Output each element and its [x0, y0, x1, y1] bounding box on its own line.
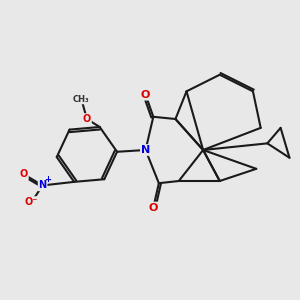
Text: O: O	[83, 114, 91, 124]
Text: O: O	[20, 169, 28, 179]
Text: O: O	[148, 202, 158, 213]
Text: O⁻: O⁻	[25, 197, 38, 207]
Text: CH₃: CH₃	[73, 94, 90, 103]
Text: O: O	[141, 90, 150, 100]
Text: N: N	[141, 145, 150, 155]
Text: N: N	[39, 180, 47, 190]
Text: +: +	[44, 175, 51, 184]
